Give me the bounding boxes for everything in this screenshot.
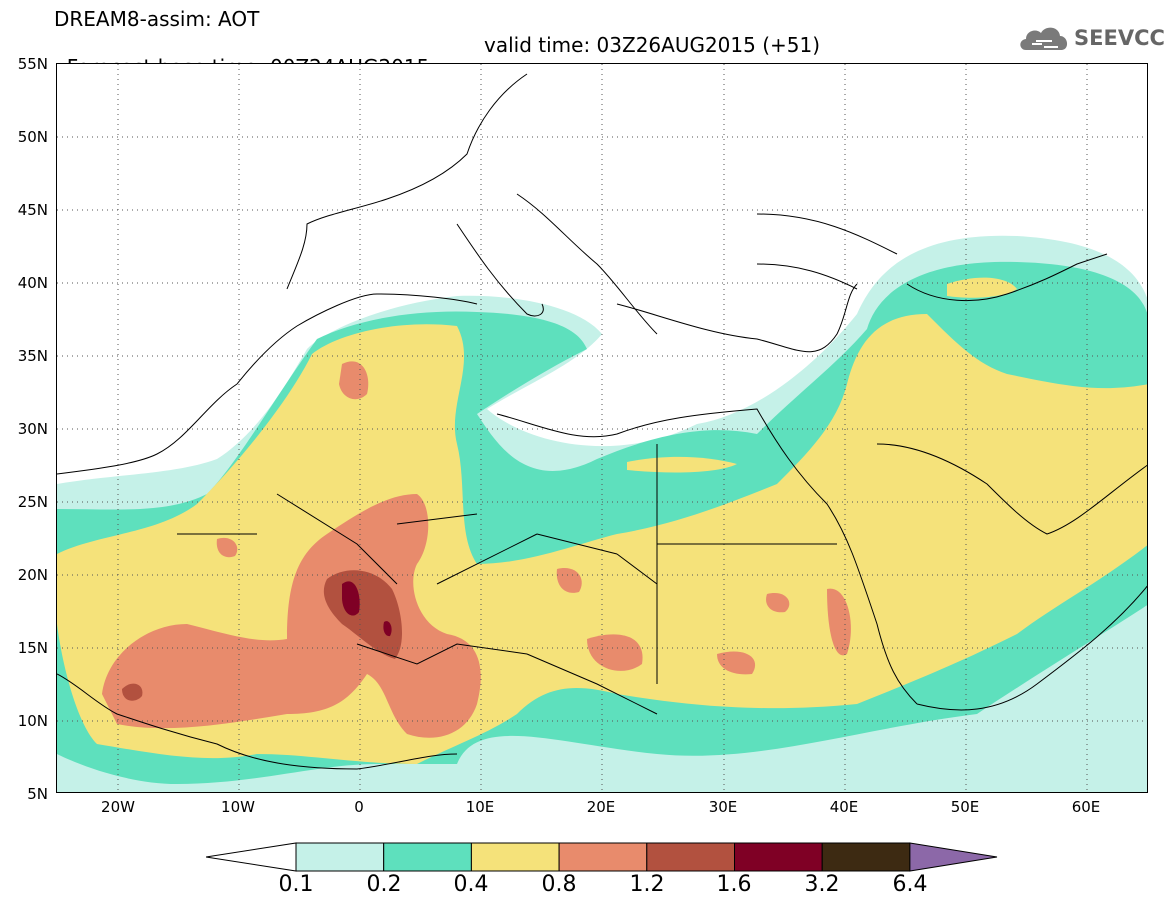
colorbar-label-0.2: 0.2 [366,872,402,897]
colorbar-label-3.2: 3.2 [804,872,840,897]
colorbar-label-1.2: 1.2 [629,872,665,897]
lat-label-55n: 55N [17,55,48,73]
lat-label-5n: 5N [27,785,48,803]
lat-label-25n: 25N [17,493,48,511]
logo-text: SEEVCCC [1074,26,1165,50]
colorbar [205,842,998,872]
lon-label-60e: 60E [1071,798,1101,816]
cloud-icon [1020,27,1068,50]
colorbar-swatch-4 [558,842,648,872]
lon-label-50e: 50E [950,798,980,816]
colorbar-swatches [205,842,998,872]
colorbar-swatch-6 [734,842,823,872]
colorbar-swatch-1 [295,842,385,872]
lon-label-10e: 10E [465,798,495,816]
lat-label-10n: 10N [17,712,48,730]
lat-label-35n: 35N [17,347,48,365]
colorbar-swatch-7 [821,842,911,872]
colorbar-swatch-over [909,842,998,872]
lat-label-15n: 15N [17,639,48,657]
colorbar-label-0.8: 0.8 [541,872,577,897]
lat-label-45n: 45N [17,201,48,219]
lat-label-40n: 40N [17,274,48,292]
lat-label-50n: 50N [17,128,48,146]
colorbar-label-1.6: 1.6 [716,872,752,897]
colorbar-label-0.4: 0.4 [453,872,489,897]
colorbar-swatch-2 [383,842,472,872]
map-title: DREAM8-assim: AOT [54,7,260,31]
aot-band-0.8 [102,361,851,738]
aot-band-1.6 [342,581,392,637]
lon-label-40e: 40E [829,798,859,816]
seevccc-logo: SEEVCCC [1018,22,1165,56]
lon-label-0: 0 [354,798,364,816]
lat-label-30n: 30N [17,420,48,438]
colorbar-label-0.1: 0.1 [278,872,314,897]
lon-label-20w: 20W [101,798,135,816]
aot-map [57,64,1147,792]
coastlines [57,73,1147,770]
graticule [57,64,1147,792]
valid-time: valid time: 03Z26AUG2015 (+51) [484,33,821,57]
lon-label-30e: 30E [708,798,738,816]
lat-label-20n: 20N [17,566,48,584]
lon-label-10w: 10W [221,798,255,816]
map-plot-area [56,63,1148,793]
colorbar-swatch-5 [646,842,735,872]
colorbar-swatch-3 [470,842,560,872]
colorbar-swatch-under [205,842,297,872]
colorbar-label-6.4: 6.4 [892,872,928,897]
lon-label-20e: 20E [586,798,616,816]
